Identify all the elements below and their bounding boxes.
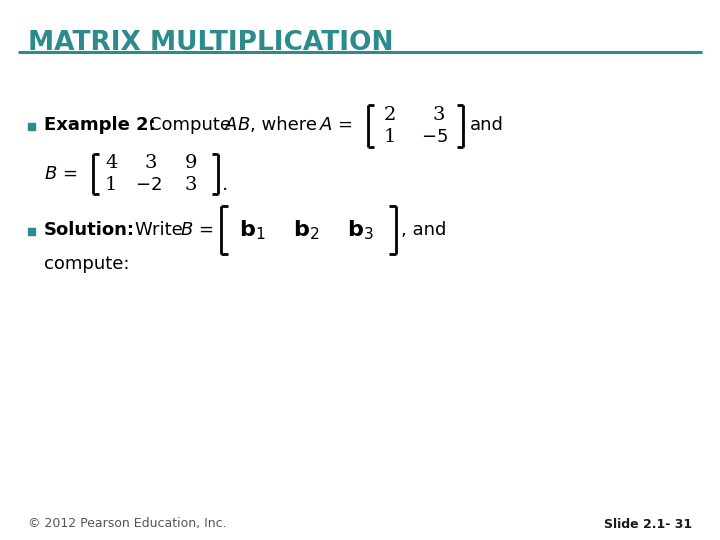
Text: $\mathbf{b}_2$: $\mathbf{b}_2$ <box>293 218 320 242</box>
Text: and: and <box>470 116 504 134</box>
Bar <box>28 228 35 235</box>
Text: , and: , and <box>401 221 446 239</box>
Text: $\mathit{A}$ =: $\mathit{A}$ = <box>319 116 353 134</box>
Text: 1: 1 <box>105 176 117 194</box>
Text: , where: , where <box>250 116 323 134</box>
Text: 3: 3 <box>145 154 158 172</box>
Text: MATRIX MULTIPLICATION: MATRIX MULTIPLICATION <box>28 30 394 56</box>
Text: $\mathit{B}$ =: $\mathit{B}$ = <box>44 165 77 183</box>
Text: $\mathbf{b}_1$: $\mathbf{b}_1$ <box>239 218 266 242</box>
Text: 2: 2 <box>384 106 397 124</box>
Text: Slide 2.1- 31: Slide 2.1- 31 <box>604 517 692 530</box>
Bar <box>28 123 35 130</box>
Text: 9: 9 <box>185 154 197 172</box>
Text: compute:: compute: <box>44 255 130 273</box>
Text: 3: 3 <box>433 106 446 124</box>
Text: $\mathit{AB}$: $\mathit{AB}$ <box>224 116 251 134</box>
Text: Write: Write <box>135 221 189 239</box>
Text: © 2012 Pearson Education, Inc.: © 2012 Pearson Education, Inc. <box>28 517 227 530</box>
Text: $\mathit{B}$ =: $\mathit{B}$ = <box>180 221 213 239</box>
Text: .: . <box>221 176 228 194</box>
Text: Example 2:: Example 2: <box>44 116 156 134</box>
Text: 4: 4 <box>105 154 117 172</box>
Text: Compute: Compute <box>149 116 237 134</box>
Text: $-5$: $-5$ <box>421 128 448 146</box>
Text: 3: 3 <box>185 176 197 194</box>
Text: $\mathbf{b}_3$: $\mathbf{b}_3$ <box>347 218 374 242</box>
Text: $-2$: $-2$ <box>135 176 162 194</box>
Text: 1: 1 <box>384 128 397 146</box>
Text: Solution:: Solution: <box>44 221 135 239</box>
